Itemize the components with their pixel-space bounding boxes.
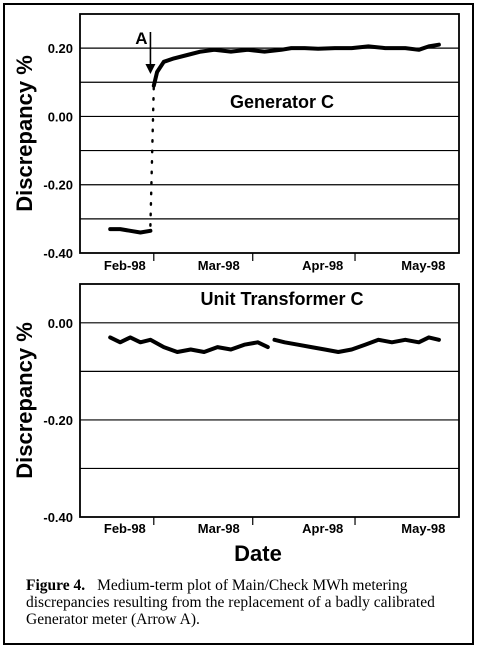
y-tick-label: -0.40 bbox=[43, 246, 73, 261]
x-tick-label: May-98 bbox=[401, 258, 445, 273]
y-tick-label: -0.20 bbox=[43, 413, 73, 428]
x-tick-label: Apr-98 bbox=[302, 521, 343, 536]
chart-panel-2: 0.00 -0.20 -0.40 Feb-98 Mar-98 Apr-98 May-98 Di… bbox=[12, 283, 460, 536]
chart-panel-1: 0.20 0.00 -0.20 -0.40 Feb-98 Mar-98 Apr-98 May-… bbox=[12, 13, 460, 273]
caption-text: Medium-term plot of Main/Check MWh meter… bbox=[26, 577, 435, 628]
x-tick-label: Feb-98 bbox=[104, 258, 146, 273]
chart-title: Unit Transformer C bbox=[200, 289, 363, 309]
series-line bbox=[149, 84, 156, 227]
arrow-head bbox=[145, 64, 156, 74]
y-tick-label: -0.40 bbox=[43, 510, 73, 525]
x-tick-label: Apr-98 bbox=[302, 258, 343, 273]
x-tick-label: Mar-98 bbox=[198, 521, 240, 536]
figure-caption: Figure 4. Medium-term plot of Main/Check … bbox=[26, 577, 466, 628]
chart-title: Generator C bbox=[230, 92, 334, 112]
x-tick-label: May-98 bbox=[401, 521, 445, 536]
y-tick-label: 0.20 bbox=[48, 41, 73, 56]
x-tick-label: Feb-98 bbox=[104, 521, 146, 536]
caption-label: Figure 4. bbox=[26, 577, 86, 594]
y-tick-label: 0.00 bbox=[48, 316, 73, 331]
series-line bbox=[108, 227, 153, 235]
y-axis-title: Discrepancy % bbox=[12, 55, 37, 212]
y-axis-title: Discrepancy % bbox=[12, 322, 37, 479]
series-line bbox=[272, 335, 441, 354]
x-axis-title: Date bbox=[234, 541, 282, 566]
annotation-label: A bbox=[135, 29, 147, 48]
series-line bbox=[151, 42, 441, 88]
plot-frame bbox=[79, 13, 460, 254]
series-line bbox=[108, 335, 270, 354]
y-tick-label: -0.20 bbox=[43, 178, 73, 193]
y-tick-label: 0.00 bbox=[48, 109, 73, 124]
plot-frame bbox=[79, 283, 460, 518]
x-tick-label: Mar-98 bbox=[198, 258, 240, 273]
figure-frame bbox=[3, 3, 474, 645]
